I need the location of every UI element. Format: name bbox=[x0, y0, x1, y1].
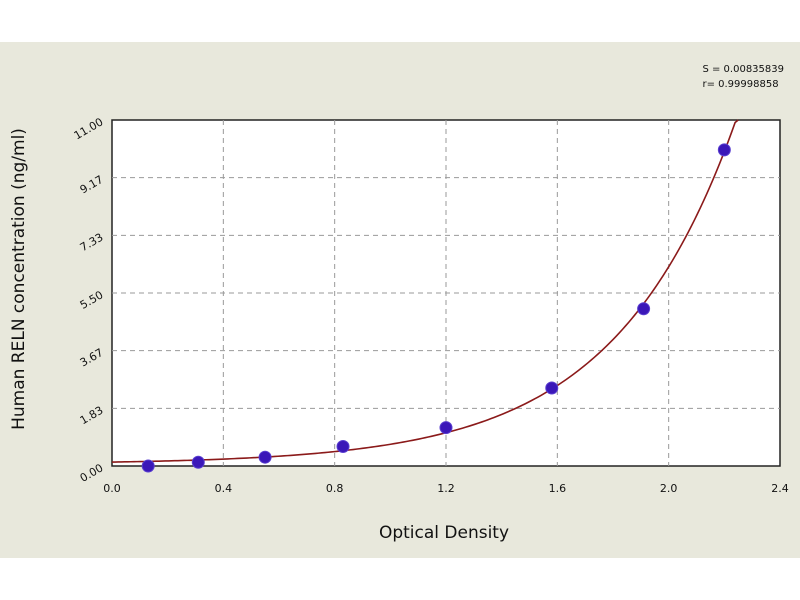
y-tick-label: 11.00 bbox=[72, 115, 106, 142]
stat-s: S = 0.00835839 bbox=[702, 64, 784, 75]
y-tick-label: 7.33 bbox=[78, 231, 106, 255]
data-point bbox=[258, 450, 272, 464]
data-points bbox=[141, 143, 731, 473]
x-axis-ticks: 0.0 0.4 0.8 1.2 1.6 2.0 2.4 bbox=[103, 482, 789, 495]
fit-curve bbox=[111, 119, 739, 463]
x-axis-title: Optical Density bbox=[379, 523, 509, 543]
data-point bbox=[141, 459, 155, 473]
x-tick-label: 2.4 bbox=[771, 482, 789, 495]
x-tick-label: 1.6 bbox=[549, 482, 567, 495]
data-point bbox=[717, 143, 731, 157]
data-point bbox=[545, 381, 559, 395]
fit-statistics: S = 0.00835839 r= 0.99998858 bbox=[702, 62, 784, 92]
y-tick-label: 5.50 bbox=[78, 288, 106, 312]
data-point bbox=[191, 455, 205, 469]
fit-curve-layer bbox=[111, 119, 739, 463]
y-axis-ticks: 0.00 1.83 3.67 5.50 7.33 9.17 11.00 bbox=[72, 115, 106, 485]
stat-r: r= 0.99998858 bbox=[702, 79, 779, 90]
x-tick-label: 2.0 bbox=[660, 482, 678, 495]
y-tick-label: 3.67 bbox=[78, 346, 106, 370]
y-tick-label: 1.83 bbox=[78, 404, 106, 428]
y-tick-label: 0.00 bbox=[78, 461, 106, 485]
data-point bbox=[336, 439, 350, 453]
y-tick-label: 9.17 bbox=[78, 173, 106, 197]
x-tick-label: 0.4 bbox=[215, 482, 233, 495]
data-point bbox=[439, 421, 453, 435]
data-point bbox=[637, 302, 651, 316]
grid-lines bbox=[112, 120, 780, 466]
x-tick-label: 0.0 bbox=[103, 482, 121, 495]
y-axis-title: Human RELN concentration (ng/ml) bbox=[9, 128, 29, 430]
x-tick-label: 0.8 bbox=[326, 482, 344, 495]
x-tick-label: 1.2 bbox=[437, 482, 455, 495]
